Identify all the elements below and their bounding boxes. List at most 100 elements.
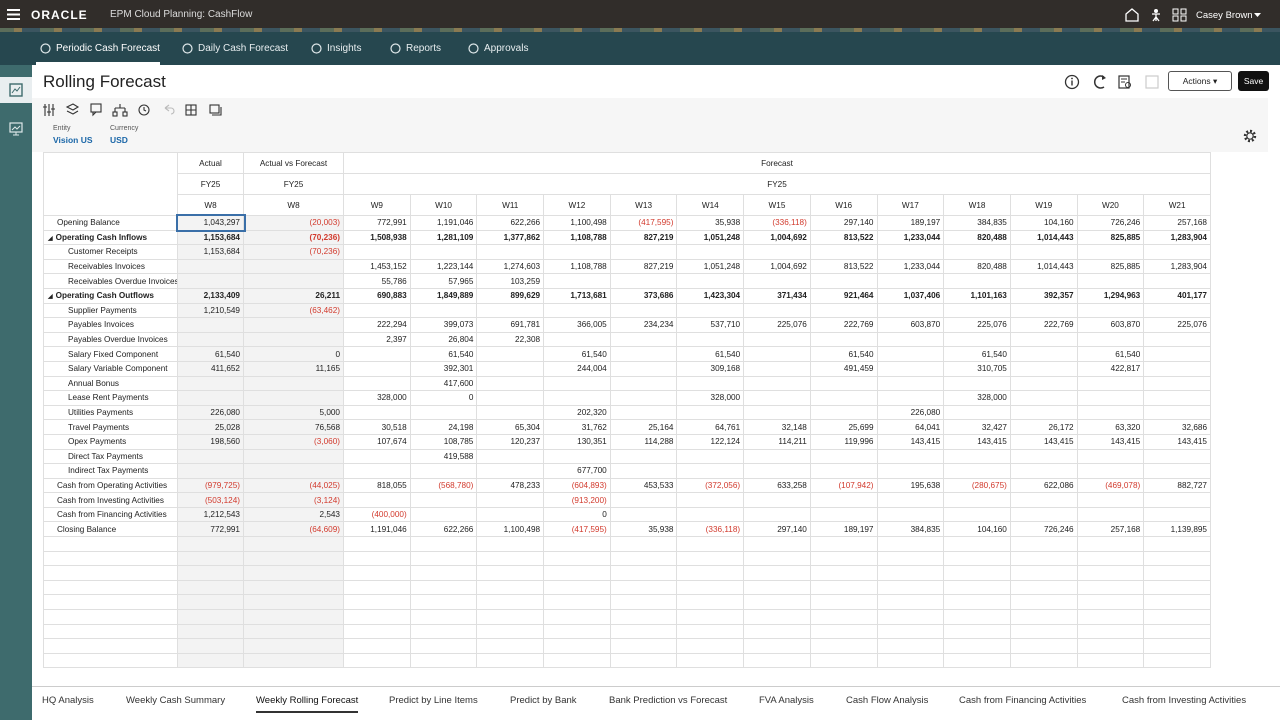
cell[interactable]: 1,004,692 [743, 258, 811, 275]
cell[interactable] [543, 375, 611, 392]
cell[interactable] [609, 375, 678, 392]
cell[interactable] [1009, 506, 1078, 523]
cell[interactable] [876, 375, 945, 392]
pov-item[interactable]: Entity Vision US [53, 125, 93, 145]
cell[interactable]: 384,835 [876, 521, 945, 538]
cell[interactable]: 120,237 [476, 433, 545, 450]
cell[interactable]: 61,540 [409, 346, 478, 362]
cell[interactable]: 1,423,304 [676, 287, 745, 304]
cell[interactable]: (336,118) [743, 215, 811, 231]
cell[interactable] [177, 390, 244, 406]
cell[interactable] [1009, 375, 1078, 392]
cell[interactable] [343, 492, 411, 508]
cell[interactable] [676, 404, 745, 421]
cell[interactable] [1143, 375, 1211, 392]
cell[interactable] [1143, 302, 1211, 319]
cell[interactable] [943, 302, 1011, 319]
cell[interactable] [243, 390, 344, 406]
cell[interactable] [476, 302, 545, 319]
cell[interactable] [809, 331, 878, 348]
cell[interactable] [343, 244, 411, 260]
cell[interactable]: 143,415 [1076, 433, 1145, 450]
cell[interactable] [809, 448, 878, 465]
cell[interactable]: 453,533 [609, 477, 678, 494]
cell[interactable] [476, 244, 545, 260]
cell[interactable]: 222,294 [343, 317, 411, 333]
cell[interactable]: 882,727 [1143, 477, 1211, 494]
cell[interactable]: 61,540 [543, 346, 611, 362]
cell[interactable] [676, 331, 745, 348]
cell[interactable]: 726,246 [1009, 521, 1078, 538]
cell[interactable]: 222,769 [1009, 317, 1078, 333]
expand-toggle[interactable]: ◢ [48, 235, 53, 242]
cell[interactable]: 0 [409, 390, 478, 406]
cell[interactable] [543, 448, 611, 465]
cell[interactable] [177, 273, 244, 289]
cell[interactable]: 772,991 [177, 521, 244, 538]
cell[interactable] [609, 346, 678, 362]
cell[interactable] [676, 492, 745, 508]
cell[interactable] [876, 244, 945, 260]
cell[interactable]: 1,453,152 [343, 258, 411, 275]
cell[interactable] [343, 404, 411, 421]
cell[interactable] [1009, 244, 1078, 260]
cell[interactable]: 1,212,543 [177, 506, 244, 523]
cell[interactable] [609, 244, 678, 260]
cell[interactable]: 61,540 [177, 346, 244, 362]
cell[interactable] [543, 390, 611, 406]
cell[interactable] [743, 463, 811, 479]
cell[interactable] [177, 258, 244, 275]
cell[interactable]: 1,233,044 [876, 258, 945, 275]
cell[interactable]: 726,246 [1076, 215, 1145, 231]
cell[interactable] [543, 273, 611, 289]
cell[interactable] [1009, 273, 1078, 289]
cell[interactable]: (280,675) [943, 477, 1011, 494]
sheet-tab[interactable]: Cash Flow Analysis [846, 695, 929, 706]
cell[interactable]: (503,124) [177, 492, 244, 508]
cell[interactable]: (913,200) [543, 492, 611, 508]
save-button[interactable]: Save [1238, 71, 1269, 91]
cell[interactable] [476, 375, 545, 392]
cell[interactable]: 399,073 [409, 317, 478, 333]
nav-tab[interactable]: Periodic Cash Forecast [36, 32, 160, 65]
cell[interactable]: 143,415 [1143, 433, 1211, 450]
cell[interactable] [809, 375, 878, 392]
cell[interactable] [177, 463, 244, 479]
nav-tab[interactable]: Reports [386, 32, 441, 65]
cell[interactable]: 1,051,248 [676, 258, 745, 275]
cell[interactable]: 35,938 [609, 521, 678, 538]
cell[interactable]: 690,883 [343, 287, 411, 304]
cell[interactable]: 1,014,443 [1009, 229, 1078, 246]
cell[interactable] [809, 463, 878, 479]
cell[interactable] [609, 360, 678, 377]
cell[interactable] [809, 244, 878, 260]
cell[interactable] [743, 244, 811, 260]
cell[interactable]: 55,786 [343, 273, 411, 289]
nav-tab[interactable]: Daily Cash Forecast [178, 32, 288, 65]
cell[interactable]: 411,652 [177, 360, 244, 377]
cell[interactable]: 225,076 [743, 317, 811, 333]
cell[interactable]: 297,140 [809, 215, 878, 231]
cell[interactable]: 11,165 [243, 360, 344, 377]
cell[interactable] [476, 390, 545, 406]
cell[interactable]: 143,415 [1009, 433, 1078, 450]
cell[interactable] [943, 492, 1011, 508]
toolbar-icons[interactable] [43, 103, 228, 117]
cell[interactable] [809, 506, 878, 523]
cell[interactable]: (979,725) [177, 477, 244, 494]
sheet-tab[interactable]: Weekly Rolling Forecast [256, 695, 359, 713]
cell[interactable]: 366,005 [543, 317, 611, 333]
header-icons[interactable] [1125, 8, 1195, 22]
cell[interactable] [343, 375, 411, 392]
cell[interactable] [743, 346, 811, 362]
cell[interactable]: 225,076 [1143, 317, 1211, 333]
cell[interactable] [609, 448, 678, 465]
cell[interactable]: 0 [243, 346, 344, 362]
cell[interactable] [476, 360, 545, 377]
cell[interactable] [243, 273, 344, 289]
cell[interactable] [943, 331, 1011, 348]
cell[interactable] [676, 448, 745, 465]
cell[interactable] [609, 390, 678, 406]
cell[interactable]: 257,168 [1076, 521, 1145, 538]
cell[interactable]: (107,942) [809, 477, 878, 494]
